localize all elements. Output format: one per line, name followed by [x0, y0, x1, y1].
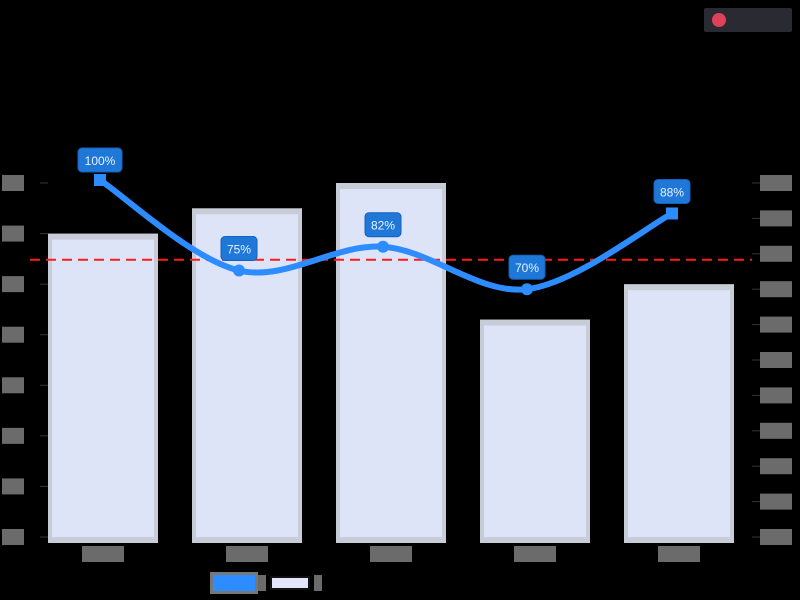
bar [192, 208, 302, 544]
right-axis-tick-label [760, 387, 792, 404]
data-point: 75% [220, 236, 258, 277]
x-axis-tick-label [514, 546, 556, 562]
x-axis-tick-label [82, 546, 124, 562]
svg-text:75%: 75% [227, 243, 251, 257]
svg-text:70%: 70% [515, 261, 539, 275]
left-axis-tick-label [2, 377, 24, 394]
data-label [508, 254, 546, 280]
bar [48, 233, 158, 544]
right-axis-tick-label [760, 352, 792, 368]
data-point: 70% [508, 254, 546, 296]
logo-circle-icon [712, 13, 726, 27]
left-axis-tick-label [2, 478, 24, 495]
data-point: 82% [364, 212, 402, 253]
legend-line-swatch [210, 572, 258, 594]
left-axis-tick-label [2, 175, 24, 191]
right-axis-tick-label [760, 316, 792, 333]
x-axis-tick-label [370, 546, 412, 562]
left-axis-tick-label [2, 276, 24, 293]
legend-bar-swatch [270, 576, 310, 590]
right-axis-tick-label [760, 245, 792, 262]
left-axis-tick-label [2, 427, 24, 444]
legend-line-label [258, 575, 266, 591]
right-axis-tick-label [760, 458, 792, 475]
data-label [220, 236, 258, 261]
right-axis-tick-label [760, 281, 792, 298]
left-axis-tick-label [2, 529, 24, 545]
data-label [653, 178, 691, 204]
x-axis-tick-label [658, 546, 700, 562]
svg-text:88%: 88% [660, 185, 684, 199]
data-point: 100% [77, 147, 123, 186]
x-axis-tick-label [226, 546, 268, 562]
left-axis-tick-label [2, 225, 24, 242]
brand-logo [704, 8, 792, 32]
bar [624, 284, 734, 543]
right-axis-tick-label [760, 493, 792, 510]
right-axis-tick-label [760, 210, 792, 227]
data-label [77, 147, 123, 173]
right-axis-tick-label [760, 175, 792, 191]
data-label [364, 212, 402, 238]
chart-legend [210, 570, 322, 596]
left-axis-tick-label [2, 326, 24, 343]
right-axis-tick-label [760, 529, 792, 545]
bar [480, 319, 590, 543]
data-point: 88% [653, 178, 691, 220]
svg-text:82%: 82% [371, 219, 395, 233]
right-axis-tick-label [760, 422, 792, 439]
legend-bar-label [314, 575, 322, 591]
svg-text:100%: 100% [85, 154, 116, 168]
